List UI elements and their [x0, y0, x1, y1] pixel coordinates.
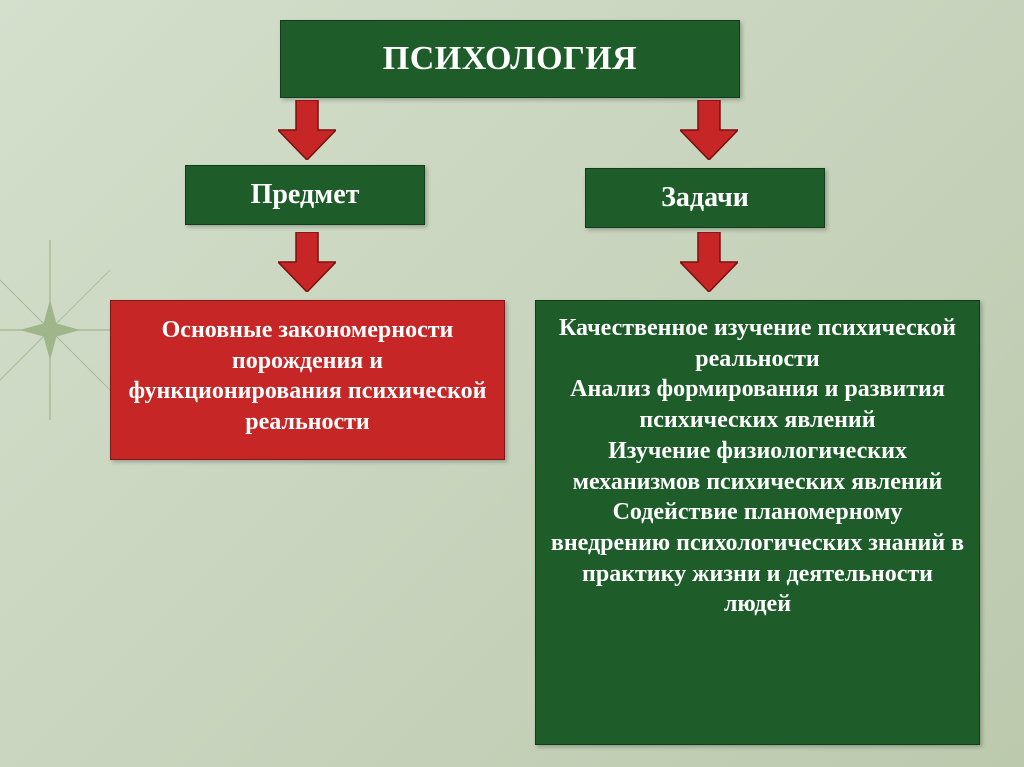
- subject-body-box: Основные закономерности порождения и фун…: [110, 300, 505, 460]
- subject-body-text: Основные закономерности порождения и фун…: [125, 315, 490, 438]
- tasks-body-box: Качественное изучение психической реальн…: [535, 300, 980, 745]
- subject-header-box: Предмет: [185, 165, 425, 225]
- arrow-title-to-subject: [278, 100, 336, 160]
- arrow-tasks-to-body: [680, 232, 738, 292]
- arrow-subject-to-body: [278, 232, 336, 292]
- title-box: ПСИХОЛОГИЯ: [280, 20, 740, 98]
- diagram-canvas: ПСИХОЛОГИЯ Предмет Задачи Основные закон…: [0, 0, 1024, 767]
- tasks-header-text: Задачи: [661, 182, 749, 214]
- tasks-body-text: Качественное изучение психической реальн…: [550, 313, 965, 620]
- tasks-header-box: Задачи: [585, 168, 825, 228]
- subject-header-text: Предмет: [251, 179, 360, 211]
- title-text: ПСИХОЛОГИЯ: [383, 40, 637, 78]
- arrow-title-to-tasks: [680, 100, 738, 160]
